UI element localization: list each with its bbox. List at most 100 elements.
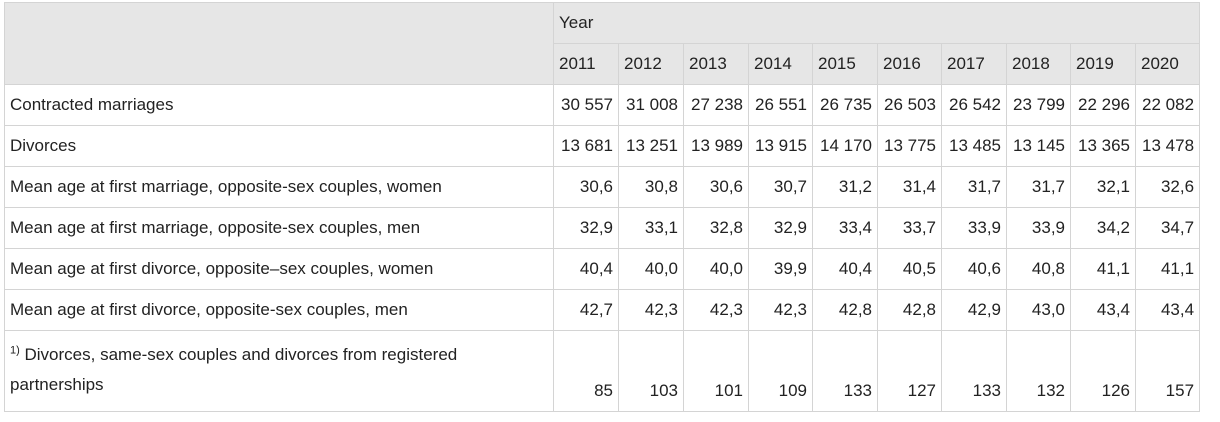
value-cell: 13 365	[1070, 125, 1136, 167]
value-cell: 40,5	[877, 248, 942, 290]
value-cell: 40,0	[683, 248, 749, 290]
value-cell: 101	[683, 330, 749, 412]
value-cell: 30,6	[553, 166, 619, 208]
year-header-2018: 2018	[1006, 43, 1071, 85]
value-cell: 31,4	[877, 166, 942, 208]
year-header-2017: 2017	[941, 43, 1007, 85]
year-header-2014: 2014	[748, 43, 813, 85]
footnote-table-row: 1) Divorces, same-sex couples and divorc…	[4, 330, 1201, 412]
value-cell: 33,1	[618, 207, 684, 249]
value-cell: 33,7	[877, 207, 942, 249]
value-cell: 13 915	[748, 125, 813, 167]
year-header-2011: 2011	[553, 43, 619, 85]
footnote-label-text: Divorces, same-sex couples and divorces …	[10, 345, 458, 394]
value-cell: 40,4	[553, 248, 619, 290]
value-cell: 13 478	[1134, 125, 1201, 167]
row-label: Mean age at first marriage, opposite-sex…	[4, 166, 554, 208]
table-row: Contracted marriages 30 557 31 008 27 23…	[4, 84, 1201, 126]
value-cell: 13 251	[618, 125, 684, 167]
table-row: Divorces 13 681 13 251 13 989 13 915 14 …	[4, 125, 1201, 167]
value-cell: 31,7	[941, 166, 1007, 208]
marriage-divorce-statistics-table: Year 2011 2012 2013 2014 2015 2016 2017 …	[4, 2, 1201, 412]
value-cell: 40,8	[1006, 248, 1071, 290]
value-cell: 32,6	[1134, 166, 1201, 208]
value-cell: 157	[1134, 330, 1201, 412]
table-header: Year 2011 2012 2013 2014 2015 2016 2017 …	[4, 2, 1201, 85]
value-cell: 30,8	[618, 166, 684, 208]
table-row: Mean age at first marriage, opposite-sex…	[4, 207, 1201, 249]
value-cell: 42,3	[748, 289, 813, 331]
year-header-2013: 2013	[683, 43, 749, 85]
value-cell: 31 008	[618, 84, 684, 126]
value-cell: 40,0	[618, 248, 684, 290]
value-cell: 133	[941, 330, 1007, 412]
value-cell: 22 082	[1134, 84, 1201, 126]
value-cell: 13 485	[941, 125, 1007, 167]
value-cell: 13 145	[1006, 125, 1071, 167]
value-cell: 85	[553, 330, 619, 412]
value-cell: 27 238	[683, 84, 749, 126]
value-cell: 31,2	[812, 166, 878, 208]
value-cell: 31,7	[1006, 166, 1071, 208]
row-label: Mean age at first divorce, opposite-sex …	[4, 289, 554, 331]
value-cell: 109	[748, 330, 813, 412]
value-cell: 42,8	[812, 289, 878, 331]
value-cell: 26 551	[748, 84, 813, 126]
year-header-2015: 2015	[812, 43, 878, 85]
row-label: Divorces	[4, 125, 554, 167]
value-cell: 40,6	[941, 248, 1007, 290]
value-cell: 30,7	[748, 166, 813, 208]
year-group-header: Year	[552, 2, 1201, 44]
table-row: Mean age at first divorce, opposite-sex …	[4, 289, 1201, 331]
value-cell: 26 542	[941, 84, 1007, 126]
value-cell: 13 775	[877, 125, 942, 167]
table-row: Mean age at first divorce, opposite–sex …	[4, 248, 1201, 290]
row-label: Contracted marriages	[4, 84, 554, 126]
value-cell: 23 799	[1006, 84, 1071, 126]
value-cell: 34,2	[1070, 207, 1136, 249]
value-cell: 33,9	[1006, 207, 1071, 249]
value-cell: 32,9	[748, 207, 813, 249]
value-cell: 42,3	[618, 289, 684, 331]
value-cell: 26 735	[812, 84, 878, 126]
value-cell: 132	[1006, 330, 1071, 412]
footnote-marker: 1)	[10, 344, 20, 357]
table-body: Contracted marriages 30 557 31 008 27 23…	[4, 84, 1201, 412]
year-header-2020: 2020	[1134, 43, 1201, 85]
value-cell: 40,4	[812, 248, 878, 290]
value-cell: 133	[812, 330, 878, 412]
value-cell: 13 989	[683, 125, 749, 167]
value-cell: 42,7	[553, 289, 619, 331]
value-cell: 41,1	[1070, 248, 1136, 290]
value-cell: 43,4	[1134, 289, 1201, 331]
value-cell: 34,7	[1134, 207, 1201, 249]
value-cell: 33,4	[812, 207, 878, 249]
row-label: Mean age at first marriage, opposite-sex…	[4, 207, 554, 249]
value-cell: 32,8	[683, 207, 749, 249]
year-header-2016: 2016	[877, 43, 942, 85]
value-cell: 127	[877, 330, 942, 412]
footnote-row-label: 1) Divorces, same-sex couples and divorc…	[4, 330, 554, 412]
year-header-2012: 2012	[618, 43, 684, 85]
value-cell: 33,9	[941, 207, 1007, 249]
value-cell: 22 296	[1070, 84, 1136, 126]
table-row: Mean age at first marriage, opposite-sex…	[4, 166, 1201, 208]
value-cell: 43,4	[1070, 289, 1136, 331]
value-cell: 14 170	[812, 125, 878, 167]
value-cell: 30 557	[553, 84, 619, 126]
value-cell: 32,9	[553, 207, 619, 249]
value-cell: 126	[1070, 330, 1136, 412]
value-cell: 26 503	[877, 84, 942, 126]
header-corner-cell	[4, 2, 554, 85]
value-cell: 39,9	[748, 248, 813, 290]
header-row-years: 2011 2012 2013 2014 2015 2016 2017 2018 …	[5, 43, 1201, 85]
row-label: Mean age at first divorce, opposite–sex …	[4, 248, 554, 290]
value-cell: 41,1	[1134, 248, 1201, 290]
value-cell: 42,3	[683, 289, 749, 331]
year-header-2019: 2019	[1070, 43, 1136, 85]
value-cell: 42,9	[941, 289, 1007, 331]
header-row-group: Year	[4, 2, 1201, 85]
value-cell: 42,8	[877, 289, 942, 331]
value-cell: 32,1	[1070, 166, 1136, 208]
value-cell: 103	[618, 330, 684, 412]
